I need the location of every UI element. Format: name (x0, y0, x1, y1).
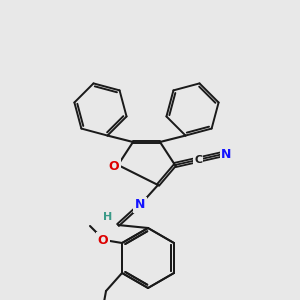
Text: O: O (109, 160, 119, 172)
Text: N: N (135, 199, 145, 212)
Text: C: C (194, 155, 202, 165)
Text: N: N (221, 148, 231, 161)
Text: H: H (103, 212, 112, 222)
Text: O: O (98, 233, 108, 247)
